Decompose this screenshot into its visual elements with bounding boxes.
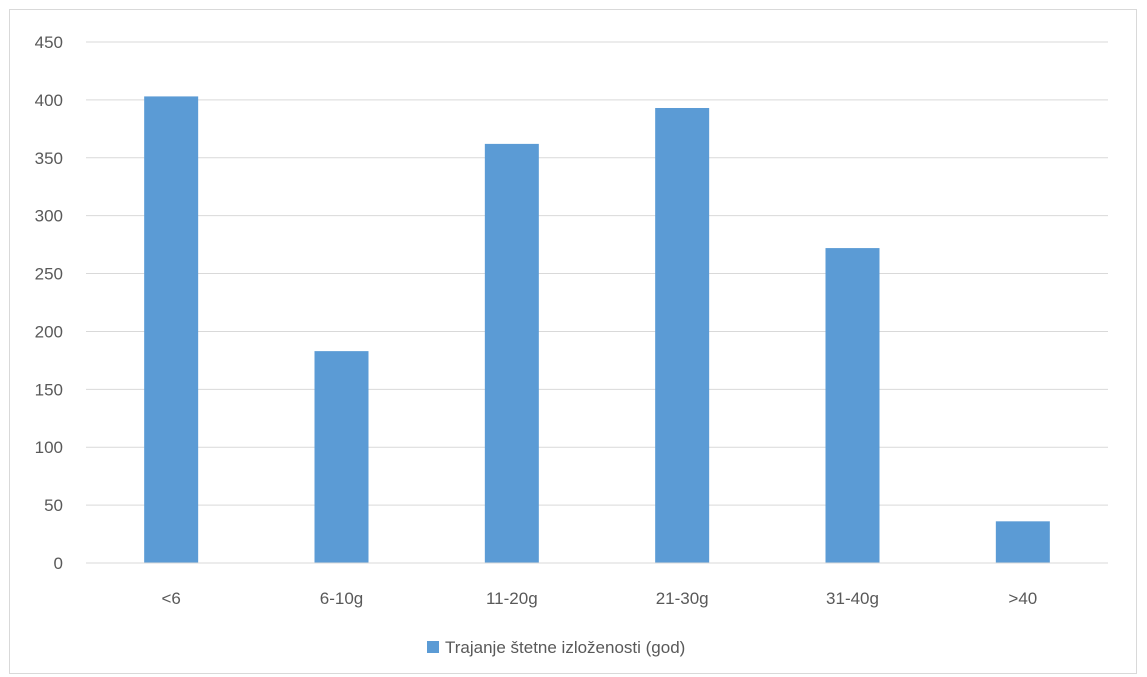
y-tick-label: 400	[35, 91, 63, 110]
x-tick-label: >40	[1008, 589, 1037, 608]
y-tick-label: 450	[35, 33, 63, 52]
legend-swatch	[427, 641, 439, 653]
y-tick-label: 350	[35, 149, 63, 168]
y-tick-label: 200	[35, 322, 63, 341]
x-tick-label: 21-30g	[656, 589, 709, 608]
x-tick-label: 31-40g	[826, 589, 879, 608]
bar	[655, 107, 710, 563]
bar	[825, 248, 880, 563]
x-tick-label: 11-20g	[486, 589, 538, 608]
y-tick-label: 300	[35, 207, 63, 226]
bar	[995, 521, 1050, 563]
y-tick-label: 50	[44, 496, 63, 515]
y-tick-label: 250	[35, 265, 63, 284]
bar	[314, 351, 369, 563]
y-tick-label: 100	[35, 438, 63, 457]
x-tick-label: <6	[161, 589, 180, 608]
gridlines	[86, 41, 1108, 506]
legend: Trajanje štetne izloženosti (god)	[427, 638, 685, 657]
legend-label: Trajanje štetne izloženosti (god)	[445, 638, 685, 657]
y-tick-label: 0	[54, 554, 63, 573]
x-axis-tick-labels: <6 6-10g 11-20g 21-30g 31-40g >40	[161, 589, 1037, 608]
bar	[144, 96, 199, 563]
bar	[484, 143, 539, 563]
x-tick-label: 6-10g	[320, 589, 363, 608]
bars	[144, 96, 1050, 563]
y-tick-label: 150	[35, 380, 63, 399]
y-axis-tick-labels: 0 50 100 150 200 250 300 350 400 450	[35, 33, 63, 573]
